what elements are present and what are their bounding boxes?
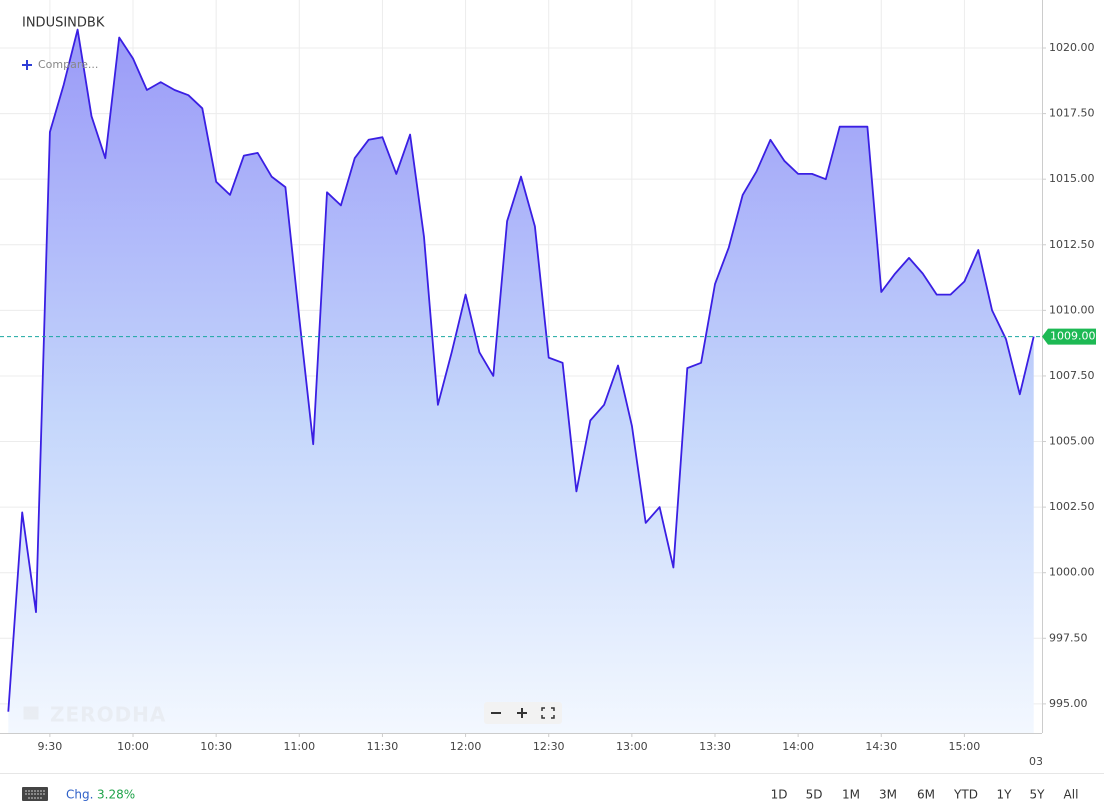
- x-tick-label: 10:30: [200, 740, 232, 753]
- y-tick-label: 1015.00: [1049, 172, 1095, 185]
- range-button[interactable]: 6M: [917, 788, 935, 802]
- y-tick-label: 997.50: [1049, 631, 1088, 644]
- range-button[interactable]: 1Y: [997, 788, 1013, 802]
- last-price-tag: [1042, 328, 1096, 345]
- y-tick-label: 1010.00: [1049, 303, 1095, 316]
- y-tick-label: 1020.00: [1049, 41, 1095, 54]
- x-tick-label: 11:30: [367, 740, 399, 753]
- x-tick-label: 12:30: [533, 740, 565, 753]
- next-date-label: 03: [1029, 755, 1043, 768]
- x-tick-label: 9:30: [38, 740, 63, 753]
- x-tick-label: 15:00: [949, 740, 981, 753]
- zoom-controls: [484, 702, 562, 724]
- keyboard-keys: [25, 790, 45, 799]
- area-fill: [8, 29, 1034, 733]
- price-line: [7, 28, 1035, 712]
- y-tick-label: 995.00: [1049, 697, 1088, 710]
- y-tick-label: 1017.50: [1049, 107, 1095, 120]
- y-tick-label: 1007.50: [1049, 369, 1095, 382]
- compare-label[interactable]: Compare...: [38, 58, 98, 71]
- watermark-group: ZERODHA: [23, 703, 166, 727]
- range-button[interactable]: 1M: [842, 788, 860, 802]
- x-tick-label: 12:00: [450, 740, 482, 753]
- watermark: ZERODHA: [50, 703, 166, 727]
- range-button[interactable]: All: [1064, 788, 1079, 802]
- compare-button[interactable]: Compare...: [22, 58, 98, 71]
- y-tick-label: 1000.00: [1049, 566, 1095, 579]
- change-label: Chg.: [66, 788, 93, 802]
- range-button[interactable]: YTD: [953, 788, 978, 802]
- fullscreen[interactable]: [541, 707, 555, 719]
- x-tick-label: 10:00: [117, 740, 149, 753]
- y-tick-label: 1012.50: [1049, 238, 1095, 251]
- watermark-logo: [23, 706, 39, 720]
- keyboard-icon[interactable]: [22, 787, 48, 801]
- y-tick-label: 1005.00: [1049, 435, 1095, 448]
- range-button[interactable]: 5Y: [1030, 788, 1046, 802]
- x-tick-label: 13:00: [616, 740, 648, 753]
- range-button[interactable]: 5D: [806, 788, 823, 802]
- range-buttons: 1D 5D 1M 3M 6M YTD 1Y 5Y All: [771, 788, 1079, 802]
- chart-title: INDUSINDBK: [22, 16, 105, 31]
- plot: [7, 28, 1035, 733]
- range-button[interactable]: 3M: [879, 788, 897, 802]
- range-button[interactable]: 1D: [771, 788, 788, 802]
- x-tick-label: 14:00: [782, 740, 814, 753]
- zoom-in[interactable]: [517, 708, 527, 718]
- last-price-label: 1009.00: [1050, 330, 1096, 343]
- y-tick-label: 1002.50: [1049, 500, 1095, 513]
- x-tick-label: 14:30: [865, 740, 897, 753]
- change-value: 3.28%: [97, 788, 135, 802]
- x-tick-label: 13:30: [699, 740, 731, 753]
- x-tick-label: 11:00: [283, 740, 315, 753]
- plus-icon: [22, 60, 32, 70]
